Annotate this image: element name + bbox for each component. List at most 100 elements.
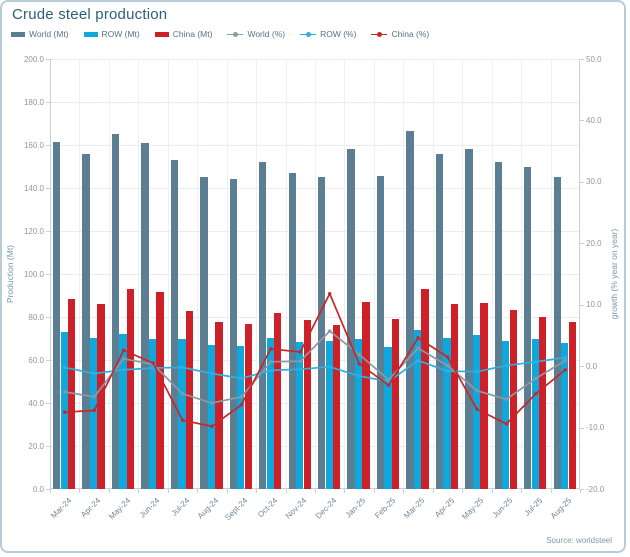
bar-world-mt--nov-24[interactable] [288, 172, 296, 489]
bar-row-mt--feb-25[interactable] [384, 347, 392, 489]
bar-row-mt--oct-24[interactable] [266, 338, 274, 489]
bar-row-mt--dec-24[interactable] [325, 340, 333, 489]
bar-world-mt--apr-24[interactable] [82, 153, 90, 489]
bar-world-mt--dec-24[interactable] [318, 177, 326, 489]
marker-china--apr-25[interactable] [445, 355, 450, 359]
marker-row--jan-25[interactable] [357, 374, 361, 378]
marker-row--mar-24[interactable] [63, 365, 67, 370]
marker-world--dec-24[interactable] [328, 329, 332, 333]
marker-row--apr-25[interactable] [445, 369, 450, 373]
marker-row--dec-24[interactable] [328, 365, 332, 369]
legend-item-world-[interactable]: World (%) [227, 29, 285, 39]
marker-china--jul-25[interactable] [534, 392, 538, 396]
legend-item-china-mt-[interactable]: China (Mt) [154, 29, 212, 39]
bar-world-mt--mar-24[interactable] [53, 142, 61, 489]
bar-row-mt--jul-24[interactable] [178, 338, 186, 489]
bar-china-mt--jul-25[interactable] [539, 317, 547, 489]
marker-world--aug-24[interactable] [210, 401, 214, 405]
marker-world--may-24[interactable] [121, 357, 126, 361]
marker-row--nov-24[interactable] [298, 367, 302, 371]
bar-world-mt--oct-24[interactable] [259, 161, 267, 489]
bar-row-mt--jan-25[interactable] [354, 338, 363, 489]
marker-china--jun-24[interactable] [151, 361, 155, 365]
bar-world-mt--may-25[interactable] [465, 148, 473, 489]
marker-china--apr-24[interactable] [92, 408, 96, 413]
marker-china--dec-24[interactable] [328, 291, 332, 296]
marker-china--jun-25[interactable] [504, 422, 509, 426]
bar-china-mt--may-25[interactable] [480, 302, 488, 489]
marker-row--may-25[interactable] [475, 369, 479, 374]
line-row-[interactable] [64, 356, 566, 383]
bar-china-mt--feb-25[interactable] [391, 318, 400, 489]
bar-row-mt--nov-24[interactable] [296, 341, 304, 489]
marker-row--jun-25[interactable] [504, 363, 509, 368]
bar-world-mt--apr-25[interactable] [435, 153, 444, 489]
bar-china-mt--nov-24[interactable] [303, 320, 311, 489]
bar-world-mt--aug-24[interactable] [200, 177, 208, 489]
bar-row-mt--apr-25[interactable] [443, 338, 451, 489]
marker-row--mar-25[interactable] [416, 358, 420, 363]
legend-item-china-[interactable]: China (%) [371, 29, 429, 39]
bar-china-mt--jan-25[interactable] [362, 301, 370, 489]
marker-world--jul-25[interactable] [534, 376, 538, 381]
bar-row-mt--jun-24[interactable] [148, 339, 157, 489]
bar-row-mt--aug-24[interactable] [207, 345, 216, 489]
marker-china--oct-24[interactable] [269, 347, 273, 351]
bar-world-mt--jul-24[interactable] [170, 160, 179, 489]
bar-world-mt--jun-24[interactable] [141, 142, 149, 489]
bar-row-mt--jun-25[interactable] [502, 340, 510, 489]
legend-item-world-mt-[interactable]: World (Mt) [11, 29, 69, 39]
bar-china-mt--may-24[interactable] [126, 288, 135, 489]
bar-world-mt--mar-25[interactable] [406, 131, 414, 489]
marker-world--apr-24[interactable] [92, 395, 96, 399]
line-china-[interactable] [64, 291, 566, 428]
marker-china--jul-24[interactable] [180, 418, 185, 422]
marker-row--aug-24[interactable] [210, 371, 214, 376]
marker-world--jul-24[interactable] [180, 392, 185, 396]
marker-row--oct-24[interactable] [269, 368, 273, 373]
bar-row-mt--mar-25[interactable] [413, 330, 422, 489]
marker-china--may-25[interactable] [475, 407, 479, 411]
marker-world--mar-24[interactable] [63, 390, 67, 394]
marker-row--may-24[interactable] [121, 368, 126, 372]
bar-china-mt--dec-24[interactable] [333, 325, 341, 489]
marker-row--sept-24[interactable] [239, 376, 244, 381]
bar-world-mt--feb-25[interactable] [376, 175, 385, 489]
bar-china-mt--oct-24[interactable] [274, 312, 282, 489]
marker-china--aug-25[interactable] [563, 368, 567, 372]
marker-world--may-25[interactable] [475, 389, 479, 393]
marker-world--jun-25[interactable] [504, 397, 509, 402]
bar-china-mt--apr-25[interactable] [450, 304, 459, 489]
marker-china--mar-25[interactable] [416, 336, 420, 340]
bar-china-mt--mar-25[interactable] [421, 289, 429, 489]
marker-row--apr-24[interactable] [92, 371, 96, 376]
bar-row-mt--aug-25[interactable] [561, 343, 569, 489]
marker-world--aug-25[interactable] [563, 358, 567, 363]
bar-china-mt--jul-24[interactable] [185, 310, 194, 489]
bar-world-mt--may-24[interactable] [111, 133, 120, 489]
marker-china--nov-24[interactable] [298, 350, 302, 354]
bar-china-mt--jun-24[interactable] [156, 292, 164, 489]
bar-china-mt--aug-25[interactable] [568, 322, 576, 489]
legend-item-row-[interactable]: ROW (%) [300, 29, 356, 39]
bar-world-mt--sept-24[interactable] [229, 178, 237, 489]
bar-world-mt--jul-25[interactable] [524, 166, 532, 489]
marker-china--sept-24[interactable] [239, 403, 244, 407]
marker-china--aug-24[interactable] [210, 424, 214, 429]
marker-world--mar-25[interactable] [416, 346, 420, 351]
bar-world-mt--aug-25[interactable] [553, 176, 561, 489]
marker-world--jan-25[interactable] [357, 352, 361, 357]
marker-china--feb-25[interactable] [386, 383, 391, 387]
marker-row--jun-24[interactable] [151, 366, 155, 370]
legend-item-row-mt-[interactable]: ROW (Mt) [83, 29, 140, 39]
marker-china--jan-25[interactable] [357, 361, 361, 366]
bar-world-mt--jun-25[interactable] [494, 162, 502, 489]
bar-row-mt--sept-24[interactable] [237, 346, 245, 489]
bar-world-mt--jan-25[interactable] [347, 149, 355, 489]
marker-china--mar-24[interactable] [63, 410, 67, 414]
marker-world--oct-24[interactable] [269, 360, 273, 364]
marker-row--jul-24[interactable] [180, 365, 185, 370]
line-world-[interactable] [64, 329, 566, 404]
bar-china-mt--sept-24[interactable] [244, 324, 252, 489]
bar-china-mt--aug-24[interactable] [215, 321, 223, 489]
